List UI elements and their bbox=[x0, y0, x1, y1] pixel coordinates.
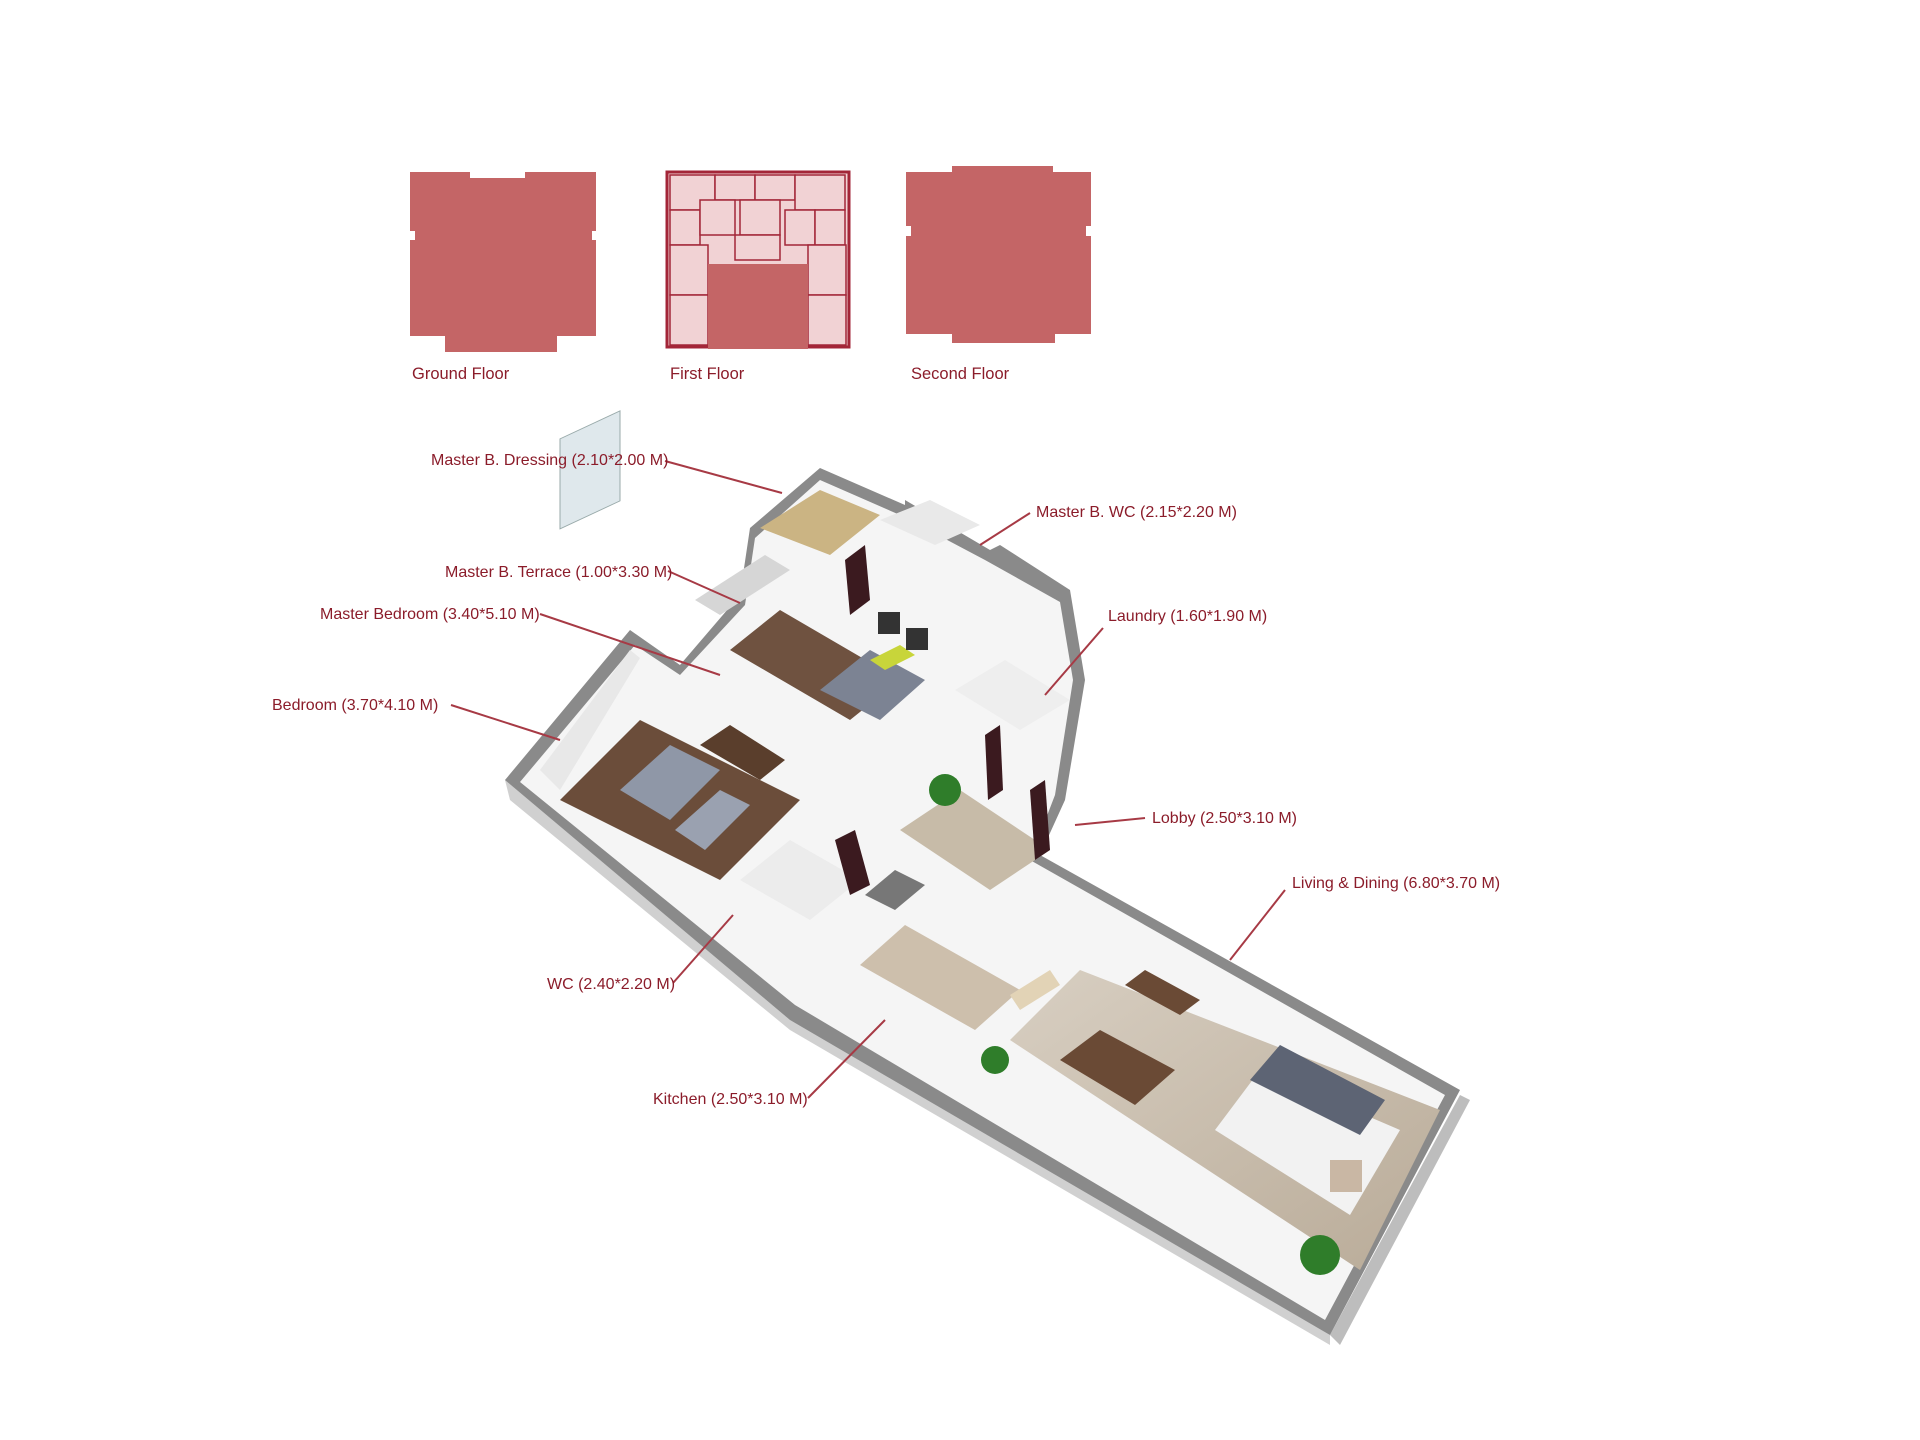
dining-plant bbox=[981, 1046, 1009, 1074]
ground-floor-silhouette bbox=[410, 172, 596, 352]
dining-table bbox=[1060, 1030, 1175, 1105]
living-sofa bbox=[1250, 1045, 1385, 1135]
leader-master-wc bbox=[979, 512, 1031, 546]
bedroom-window-wall bbox=[540, 650, 640, 790]
first-floor-room-cell bbox=[699, 199, 736, 236]
lobby-floor bbox=[900, 790, 1050, 890]
first-floor-thumbnail[interactable] bbox=[665, 170, 851, 349]
bedroom-bed-2 bbox=[675, 790, 750, 850]
leader-master-dressing bbox=[664, 460, 783, 494]
label-master-terrace: Master B. Terrace (1.00*3.30 M) bbox=[445, 564, 673, 581]
tv-console bbox=[1125, 970, 1200, 1015]
second-floor-silhouette bbox=[906, 166, 1091, 343]
kitchen-floor bbox=[860, 925, 1020, 1030]
lobby-plant bbox=[929, 774, 961, 806]
master-bed-artwork-2 bbox=[906, 628, 928, 650]
kitchen-counter bbox=[865, 870, 925, 910]
first-floor-room-cell bbox=[669, 244, 709, 296]
leader-kitchen bbox=[807, 1019, 886, 1099]
first-floor-highlighted-unit bbox=[708, 264, 808, 349]
label-master-wc: Master B. WC (2.15*2.20 M) bbox=[1036, 504, 1237, 521]
laundry-floor bbox=[955, 660, 1070, 730]
label-living-dining: Living & Dining (6.80*3.70 M) bbox=[1292, 875, 1501, 892]
key-plan-row bbox=[410, 166, 1091, 352]
label-master-bedroom: Master Bedroom (3.40*5.10 M) bbox=[320, 606, 540, 623]
wc-door bbox=[835, 830, 870, 895]
master-dressing-floor bbox=[760, 490, 880, 555]
first-floor-room-cell bbox=[669, 294, 709, 346]
leader-master-bedroom bbox=[539, 613, 721, 676]
bedroom-bed bbox=[620, 745, 720, 820]
bedroom-desk bbox=[700, 725, 785, 780]
wc-floor bbox=[740, 840, 860, 920]
label-bedroom: Bedroom (3.70*4.10 M) bbox=[272, 697, 439, 714]
leader-lobby bbox=[1074, 817, 1146, 826]
label-master-dressing: Master B. Dressing (2.10*2.00 M) bbox=[431, 452, 669, 469]
label-laundry: Laundry (1.60*1.90 M) bbox=[1108, 608, 1268, 625]
outer-wall-south-lower bbox=[505, 780, 1330, 1345]
master-bed bbox=[820, 650, 925, 720]
first-floor-caption: First Floor bbox=[670, 365, 745, 383]
leader-laundry bbox=[1044, 627, 1104, 696]
master-wc-door bbox=[845, 545, 870, 615]
outer-wall-east bbox=[1330, 1095, 1470, 1345]
leader-master-terrace bbox=[667, 570, 741, 604]
master-bed-artwork-1 bbox=[878, 612, 900, 634]
first-floor-room-grid bbox=[669, 174, 847, 346]
leader-bedroom bbox=[450, 704, 561, 741]
second-floor-thumbnail[interactable] bbox=[906, 166, 1091, 343]
master-terrace-floor bbox=[695, 555, 790, 615]
bedroom-window bbox=[559, 410, 621, 530]
label-wc: WC (2.40*2.20 M) bbox=[547, 976, 676, 993]
master-wc-floor bbox=[880, 500, 980, 545]
lobby-door-2 bbox=[985, 725, 1003, 800]
label-lobby: Lobby (2.50*3.10 M) bbox=[1152, 810, 1297, 827]
ground-floor-caption: Ground Floor bbox=[412, 365, 510, 383]
living-armchair bbox=[1330, 1160, 1362, 1192]
label-kitchen: Kitchen (2.50*3.10 M) bbox=[653, 1091, 808, 1108]
first-floor-room-cell bbox=[784, 209, 816, 246]
first-floor-room-cell bbox=[739, 199, 781, 236]
master-bed-pillows bbox=[870, 645, 915, 670]
kitchen-counter-front bbox=[1010, 970, 1060, 1010]
first-floor-room-cell bbox=[734, 234, 781, 261]
second-floor-caption: Second Floor bbox=[911, 365, 1010, 383]
ground-floor-thumbnail[interactable] bbox=[410, 172, 596, 352]
living-plant bbox=[1300, 1235, 1340, 1275]
leader-living-dining bbox=[1229, 889, 1286, 961]
first-floor-room-cell bbox=[669, 209, 701, 246]
leader-wc bbox=[672, 914, 734, 984]
lobby-door bbox=[1030, 780, 1050, 860]
